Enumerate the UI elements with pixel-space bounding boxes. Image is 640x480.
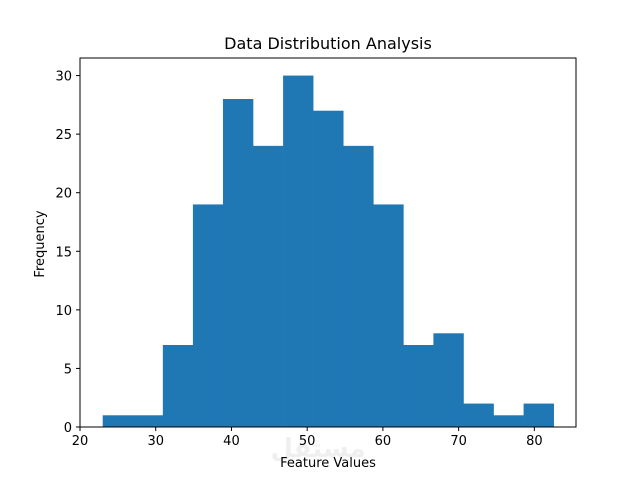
y-tick-label: 25 bbox=[55, 128, 72, 143]
histogram-bar bbox=[253, 145, 284, 428]
y-tick-label: 20 bbox=[55, 187, 72, 202]
x-tick-label: 70 bbox=[450, 434, 467, 449]
histogram-bar bbox=[283, 75, 314, 427]
x-tick-label: 20 bbox=[72, 434, 89, 449]
y-tick-label: 15 bbox=[55, 245, 72, 260]
y-axis-label: Frequency bbox=[33, 210, 48, 277]
histogram-bar bbox=[313, 110, 344, 428]
y-tick-label: 30 bbox=[55, 70, 72, 85]
histogram-bar bbox=[343, 145, 374, 428]
chart-title: Data Distribution Analysis bbox=[224, 34, 432, 53]
x-tick-label: 80 bbox=[526, 434, 543, 449]
histogram-bar bbox=[222, 99, 254, 427]
x-tick-label: 50 bbox=[299, 434, 316, 449]
histogram-bar bbox=[433, 333, 464, 427]
histogram-bar bbox=[373, 204, 404, 427]
x-tick-label: 60 bbox=[375, 434, 392, 449]
y-tick-label: 5 bbox=[64, 362, 72, 377]
histogram-bar bbox=[493, 415, 524, 427]
plot-frame bbox=[79, 57, 577, 428]
x-tick-label: 30 bbox=[147, 434, 164, 449]
histogram-bar bbox=[403, 345, 434, 427]
bars-layer bbox=[102, 75, 554, 428]
histogram-bar bbox=[523, 403, 554, 427]
histogram-bar bbox=[192, 204, 224, 427]
axes-layer: 20 30 40 50 60 70 80 0 5 10 15 20 25 30 bbox=[55, 57, 577, 449]
y-tick-label: 10 bbox=[55, 304, 72, 319]
watermark-logo: مستقل bbox=[270, 434, 365, 464]
histogram-bar bbox=[162, 345, 194, 427]
x-tick-label: 40 bbox=[223, 434, 240, 449]
x-axis-label: Feature Values bbox=[280, 456, 376, 471]
y-tick-label: 0 bbox=[64, 421, 72, 436]
histogram-bar bbox=[102, 415, 134, 427]
histogram-bar bbox=[132, 415, 164, 427]
histogram-bar bbox=[463, 403, 494, 427]
